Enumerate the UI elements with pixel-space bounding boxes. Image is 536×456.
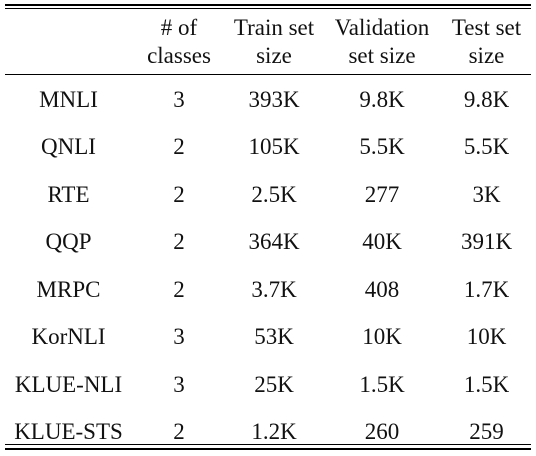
header-row: # of classes Train set size Validation s… (5, 10, 531, 74)
cell-validation-size: 277 (364, 181, 400, 207)
cell-train-size: 3.7K (251, 276, 297, 302)
table-row: QNLI 2 105K 5.5K 5.5K (5, 124, 531, 172)
cell-train-size: 53K (254, 324, 294, 350)
cell-dataset: RTE (47, 181, 90, 207)
cell-num-classes: 2 (173, 134, 185, 160)
top-rule-thick (5, 4, 531, 6)
header-num-classes: # of classes (132, 10, 226, 74)
table-row: KLUE-STS 2 1.2K 260 259 (5, 409, 531, 456)
cell-num-classes: 3 (173, 371, 185, 397)
header-validation-size-line1: Validation (334, 15, 430, 40)
cell-test-size: 3K (472, 181, 501, 207)
cell-dataset: KLUE-STS (14, 419, 123, 445)
cell-validation-size: 10K (362, 324, 402, 350)
header-train-size-line1: Train set (233, 15, 315, 40)
cell-num-classes: 2 (173, 181, 185, 207)
cell-test-size: 5.5K (463, 134, 510, 160)
table-row: KLUE-NLI 3 25K 1.5K 1.5K (5, 361, 531, 409)
cell-validation-size: 408 (364, 276, 400, 302)
top-rule-thin (5, 8, 531, 9)
cell-validation-size: 5.5K (359, 134, 405, 160)
cell-num-classes: 2 (173, 229, 185, 255)
cell-validation-size: 9.8K (359, 86, 405, 112)
cell-train-size: 393K (248, 86, 300, 112)
cell-dataset: KLUE-NLI (14, 371, 123, 397)
data-table: # of classes Train set size Validation s… (5, 10, 531, 456)
cell-dataset: QNLI (41, 134, 96, 160)
header-dataset (5, 10, 132, 74)
header-validation-size-line2: set size (348, 43, 416, 68)
cell-dataset: KorNLI (31, 324, 106, 350)
cell-train-size: 105K (248, 134, 300, 160)
cell-num-classes: 3 (173, 324, 185, 350)
bottom-rule-thick (5, 448, 531, 450)
cell-train-size: 2.5K (251, 181, 297, 207)
cell-test-size: 1.5K (463, 371, 510, 397)
cell-num-classes: 2 (173, 276, 185, 302)
table-row: MRPC 2 3.7K 408 1.7K (5, 266, 531, 314)
cell-train-size: 364K (248, 229, 300, 255)
cell-test-size: 391K (460, 229, 513, 255)
cell-dataset: MNLI (39, 86, 98, 112)
table-row: QQP 2 364K 40K 391K (5, 219, 531, 267)
header-validation-size: Validation set size (322, 10, 442, 74)
header-rule (5, 74, 531, 75)
cell-test-size: 9.8K (463, 86, 510, 112)
cell-train-size: 1.2K (251, 419, 297, 445)
cell-train-size: 25K (254, 371, 294, 397)
cell-test-size: 10K (466, 324, 507, 350)
header-train-size: Train set size (226, 10, 322, 74)
cell-validation-size: 1.5K (359, 371, 405, 397)
table-body: MNLI 3 393K 9.8K 9.8K QNLI 2 105K 5.5K 5.5K RTE 2 2.… (5, 74, 531, 456)
header-test-size: Test set size (442, 10, 531, 74)
header-num-classes-line1: # of (160, 15, 198, 40)
header-train-size-line2: size (256, 43, 292, 68)
header-test-size-line1: Test set (451, 15, 522, 40)
header-test-size-line2: size (468, 43, 505, 68)
cell-num-classes: 3 (173, 86, 185, 112)
header-num-classes-line2: classes (147, 43, 211, 68)
bottom-rule-thin (5, 444, 531, 445)
table-row: RTE 2 2.5K 277 3K (5, 171, 531, 219)
table-row: KorNLI 3 53K 10K 10K (5, 314, 531, 362)
table-row: MNLI 3 393K 9.8K 9.8K (5, 74, 531, 124)
cell-dataset: QQP (45, 229, 92, 255)
cell-test-size: 259 (469, 419, 504, 445)
cell-validation-size: 260 (364, 419, 400, 445)
cell-test-size: 1.7K (463, 276, 510, 302)
cell-dataset: MRPC (36, 276, 101, 302)
cell-validation-size: 40K (362, 229, 402, 255)
cell-num-classes: 2 (173, 419, 185, 445)
